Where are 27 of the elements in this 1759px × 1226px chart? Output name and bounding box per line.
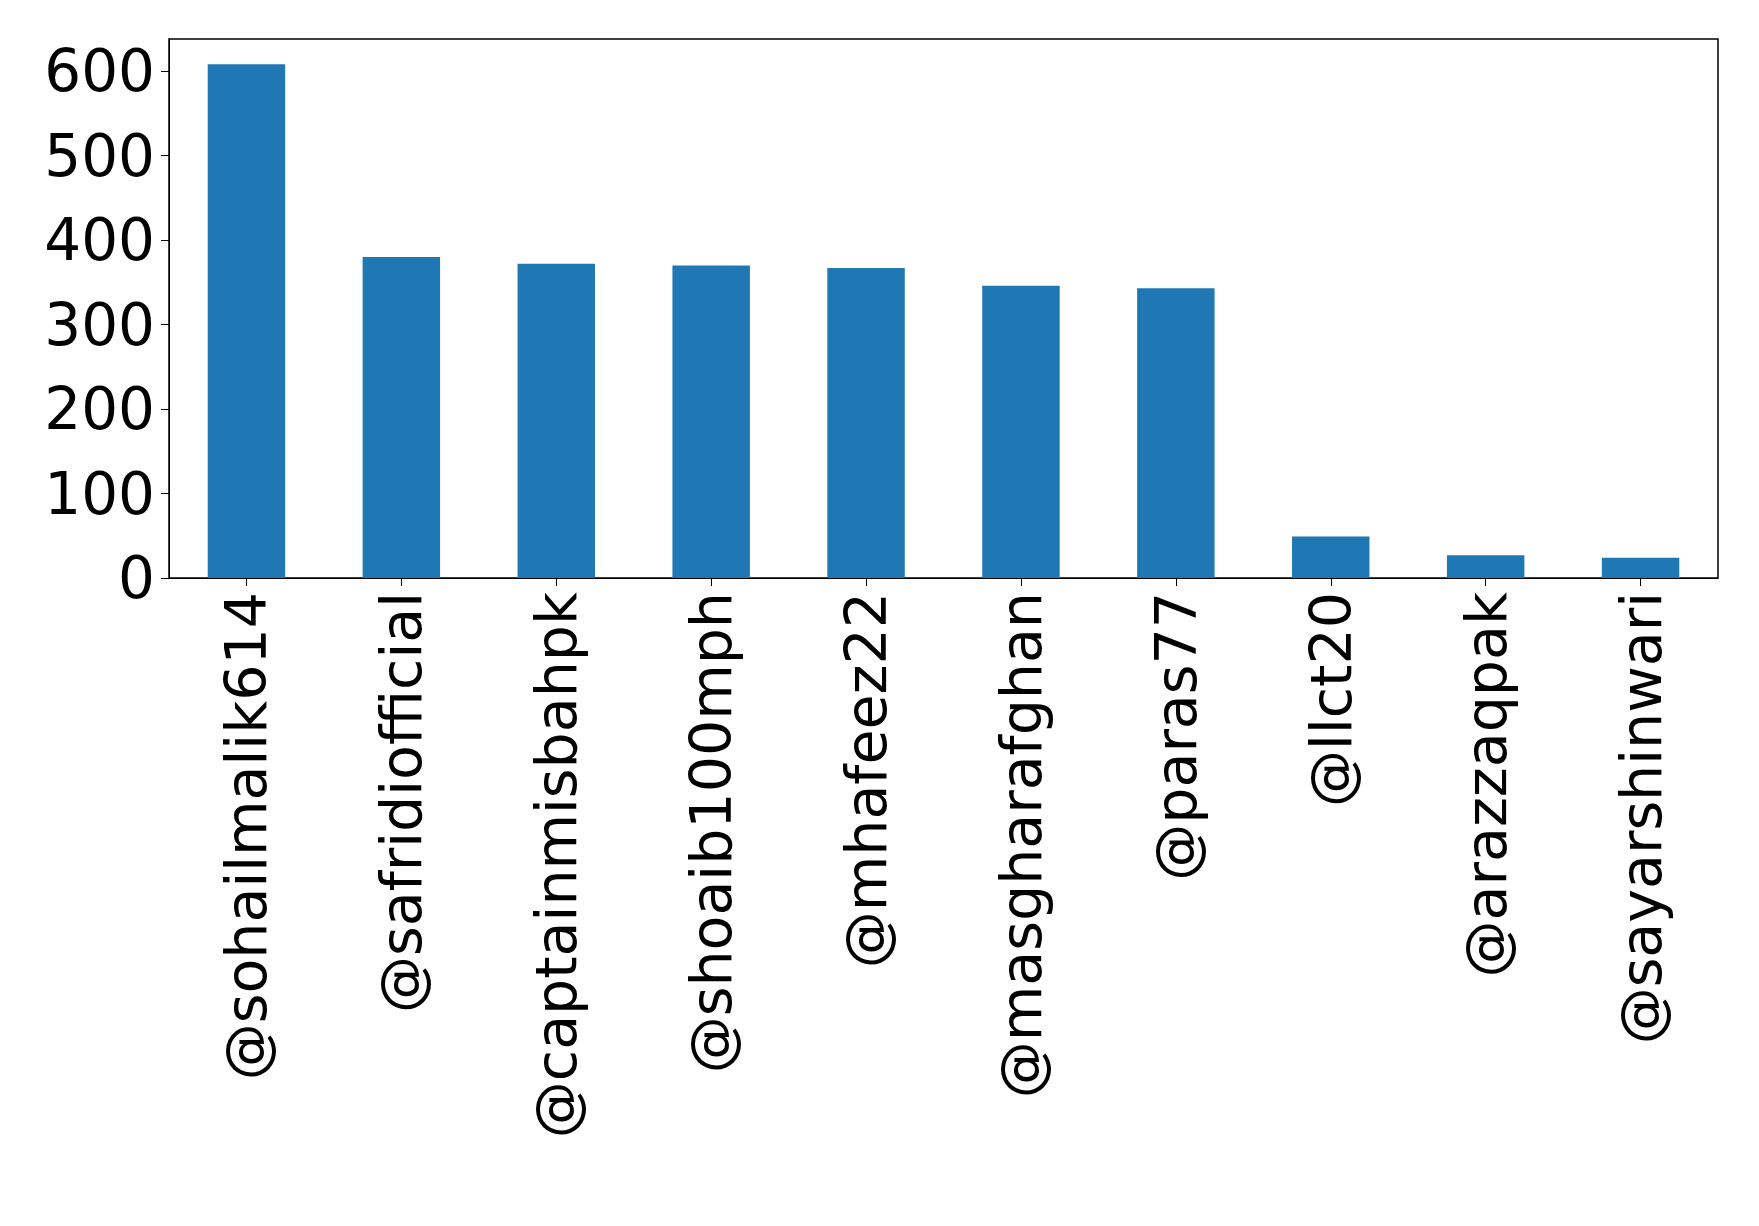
x-tick-label: @mhafeez22	[833, 592, 900, 969]
x-tick-label: @sohailmalik614	[213, 592, 280, 1081]
y-tick-label: 400	[44, 206, 155, 275]
x-tick-label: @masgharafghan	[987, 592, 1054, 1099]
bar	[1137, 288, 1215, 578]
y-tick-label: 0	[118, 544, 155, 612]
y-tick-label: 100	[44, 459, 155, 528]
x-tick-label: @arazzaqpak	[1452, 592, 1519, 978]
y-tick-label: 600	[44, 37, 155, 106]
x-tick-label: @safridiofficial	[368, 592, 435, 1013]
y-tick-label: 200	[44, 375, 155, 444]
x-tick-label: @sayarshinwari	[1607, 592, 1674, 1045]
bar	[1446, 555, 1525, 578]
bar	[1601, 557, 1680, 578]
x-tick-label: @shoaib100mph	[678, 592, 745, 1074]
bar	[362, 256, 441, 578]
bar	[1292, 536, 1370, 578]
y-tick-label: 500	[44, 121, 155, 190]
x-tick-label: @llct20	[1297, 592, 1364, 807]
x-tick-label: @paras77	[1142, 592, 1209, 881]
bar	[827, 267, 905, 578]
bar	[672, 265, 750, 578]
bar	[207, 64, 286, 578]
x-tick-label: @captainmisbahpk	[523, 592, 590, 1139]
bar	[982, 285, 1060, 578]
y-tick-label: 300	[44, 290, 155, 359]
bar	[517, 263, 595, 578]
